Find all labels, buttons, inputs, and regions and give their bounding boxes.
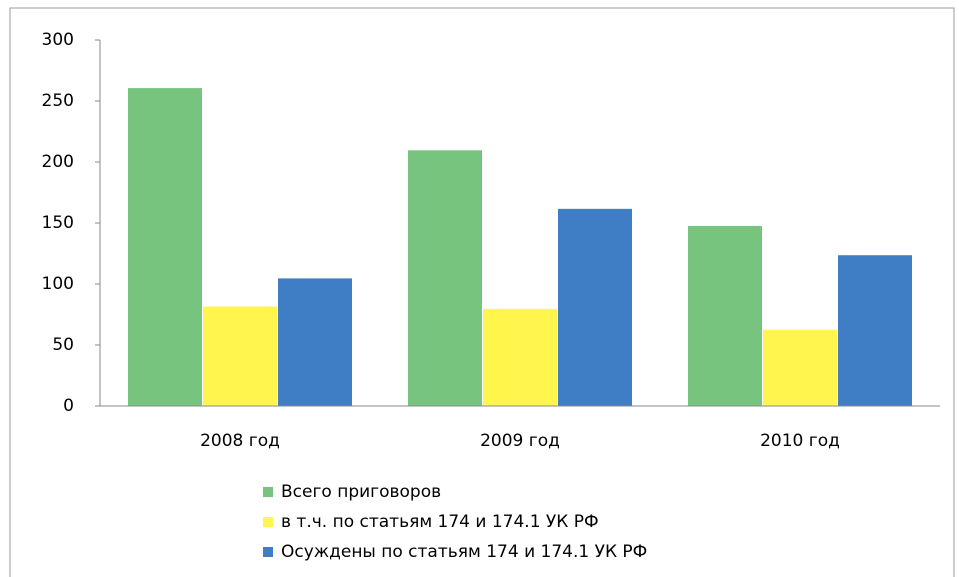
legend-swatch [263, 517, 273, 527]
y-tick-label: 200 [42, 152, 74, 172]
bar [407, 149, 483, 407]
x-tick-label: 2008 год [200, 431, 280, 451]
y-tick-label: 250 [42, 91, 74, 111]
bar [482, 307, 558, 407]
y-tick-label: 0 [63, 396, 74, 416]
legend-label: Всего приговоров [281, 482, 441, 502]
bar [837, 254, 913, 407]
bar [762, 328, 838, 407]
y-tick-label: 50 [52, 335, 74, 355]
y-tick-label: 100 [42, 274, 74, 294]
bar [687, 224, 763, 407]
bar [277, 277, 353, 407]
legend-label: Осуждены по статьям 174 и 174.1 УК РФ [281, 542, 647, 562]
x-tick-label: 2009 год [480, 431, 560, 451]
y-tick-label: 150 [42, 213, 74, 233]
x-tick-label: 2010 год [760, 431, 840, 451]
legend-swatch [263, 547, 273, 557]
legend-swatch [263, 487, 273, 497]
bar [127, 87, 203, 407]
y-tick-label: 300 [42, 30, 74, 50]
bar [557, 207, 633, 407]
legend-label: в т.ч. по статьям 174 и 174.1 УК РФ [281, 512, 599, 532]
bar [202, 305, 278, 407]
